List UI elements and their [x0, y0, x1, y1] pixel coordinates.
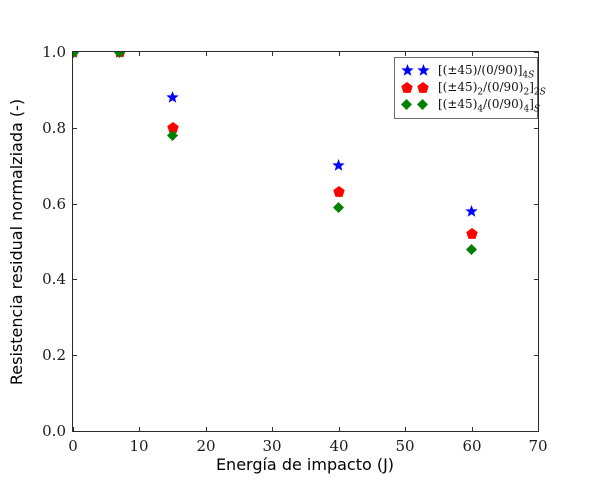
- x-tick: [405, 52, 406, 56]
- data-point-pentagon: [166, 121, 179, 134]
- x-tick: [139, 52, 140, 56]
- y-tick-label: 0.0: [42, 422, 66, 440]
- legend-label: [(±45)/(0/90)]4S: [438, 63, 535, 81]
- y-tick-label: 0.8: [42, 119, 66, 137]
- data-point-pentagon: [465, 227, 478, 240]
- legend-label: [(±45)2/(0/90)2]2S: [438, 80, 546, 98]
- legend-marker-group: [400, 96, 438, 113]
- pentagon-icon: [417, 81, 429, 94]
- data-point-diamond: [466, 243, 478, 255]
- x-tick: [472, 52, 473, 56]
- x-tick: [538, 427, 539, 431]
- x-tick-label: 70: [528, 437, 548, 455]
- x-tick: [206, 52, 207, 56]
- x-tick-label: 0: [68, 437, 78, 455]
- legend-entry: [(±45)4/(0/90)4]S: [395, 96, 541, 115]
- legend-entry: [(±45)/(0/90)]4S: [395, 62, 537, 81]
- x-tick: [538, 52, 539, 56]
- y-tick: [534, 355, 538, 356]
- y-tick-label: 0.2: [42, 346, 66, 364]
- x-tick: [272, 427, 273, 431]
- data-point-star: [465, 204, 478, 218]
- legend: [(±45)/(0/90)]4S [(±45)2/(0/90)2]2S [(±45)…: [394, 57, 546, 119]
- data-point-diamond: [114, 52, 125, 58]
- legend-label: [(±45)4/(0/90)4]S: [438, 97, 541, 115]
- x-tick: [339, 52, 340, 56]
- pentagon-icon: [401, 81, 413, 94]
- x-tick: [139, 427, 140, 431]
- y-tick: [73, 204, 77, 205]
- y-tick: [534, 431, 538, 432]
- star-icon: [401, 64, 414, 77]
- x-tick-label: 20: [196, 437, 216, 455]
- y-tick-label: 0.4: [42, 270, 66, 288]
- x-tick-label: 30: [262, 437, 282, 455]
- y-tick: [534, 128, 538, 129]
- data-point-diamond: [167, 129, 179, 141]
- y-tick: [534, 52, 538, 53]
- x-tick: [73, 427, 74, 431]
- x-tick-label: 50: [395, 437, 415, 455]
- x-tick-label: 40: [329, 437, 349, 455]
- data-point-pentagon: [332, 186, 345, 198]
- y-tick-label: 1.0: [42, 43, 66, 61]
- data-point-diamond: [73, 52, 79, 58]
- legend-entry: [(±45)2/(0/90)2]2S: [395, 79, 546, 97]
- diamond-icon: [401, 99, 412, 110]
- x-tick-label: 10: [129, 437, 149, 455]
- diamond-icon: [417, 99, 428, 110]
- data-point-star: [166, 90, 179, 104]
- x-axis-label: Energía de impacto (J): [215, 455, 395, 474]
- y-axis-label: Resistencia residual normalziada (-): [7, 98, 26, 386]
- y-tick: [534, 279, 538, 280]
- x-tick: [472, 427, 473, 431]
- data-point-diamond: [333, 201, 345, 213]
- y-tick: [73, 279, 77, 280]
- y-tick-label: 0.6: [42, 195, 66, 213]
- y-tick: [73, 431, 77, 432]
- x-tick: [339, 427, 340, 431]
- x-tick: [206, 427, 207, 431]
- legend-marker-group: [400, 79, 438, 96]
- star-icon: [417, 64, 430, 77]
- x-tick: [405, 427, 406, 431]
- data-point-star: [332, 159, 345, 172]
- legend-marker-group: [400, 62, 438, 79]
- y-tick: [73, 355, 77, 356]
- y-tick: [73, 128, 77, 129]
- y-tick: [534, 204, 538, 205]
- x-tick: [272, 52, 273, 56]
- x-tick-label: 60: [462, 437, 482, 455]
